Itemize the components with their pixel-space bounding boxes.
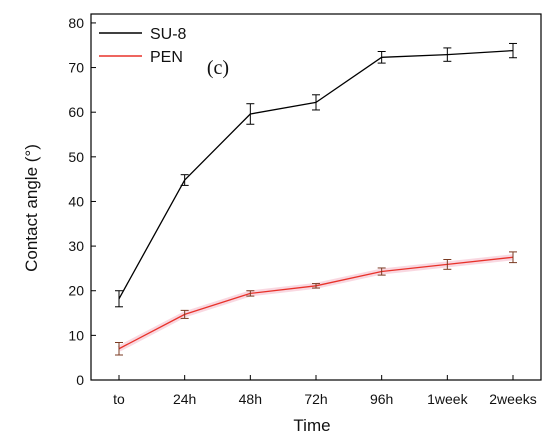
plot-frame	[90, 13, 542, 381]
y-axis-ticks: 0 10 20 30 40 50 60 70 80	[68, 15, 96, 388]
x-tick-label: 48h	[239, 391, 262, 407]
panel-label: (c)	[207, 57, 229, 79]
error-bar	[443, 258, 452, 270]
y-tick-label: 50	[68, 149, 84, 165]
x-tick-label: 72h	[304, 391, 327, 407]
error-bar	[377, 267, 386, 276]
legend-label: SU-8	[150, 26, 187, 43]
series-line	[118, 256, 514, 350]
legend: SU-8 PEN	[99, 26, 187, 66]
error-bar	[180, 309, 189, 319]
error-bar	[246, 290, 255, 297]
error-bar	[377, 50, 386, 64]
error-bar	[509, 42, 517, 59]
y-axis-title: Contact angle (°)	[22, 144, 41, 272]
y-tick-label: 30	[68, 238, 84, 254]
y-tick-label: 20	[68, 283, 84, 299]
y-tick-label: 10	[68, 327, 84, 343]
error-bar	[115, 342, 123, 356]
error-bar	[180, 174, 189, 186]
error-bar	[443, 47, 452, 62]
x-tick-label: 1week	[427, 391, 468, 407]
series-halo	[117, 254, 514, 352]
x-axis-ticks: to 24h 48h 72h 96h 1week 2weeks	[113, 375, 537, 407]
y-tick-label: 60	[68, 104, 84, 120]
legend-label: PEN	[150, 49, 183, 66]
series-layer	[115, 42, 517, 356]
error-bar	[246, 103, 255, 125]
error-bar	[115, 290, 123, 308]
x-tick-label: 96h	[370, 391, 393, 407]
x-axis-title: Time	[293, 416, 330, 435]
y-tick-label: 80	[68, 15, 84, 31]
error-bar	[312, 283, 320, 289]
y-tick-label: 70	[68, 60, 84, 76]
x-tick-label: 2weeks	[489, 391, 536, 407]
y-tick-label: 0	[76, 372, 84, 388]
error-bar	[312, 94, 320, 111]
error-bar	[509, 251, 517, 264]
x-tick-label: 24h	[173, 391, 196, 407]
y-tick-label: 40	[68, 193, 84, 209]
x-tick-label: to	[113, 391, 125, 407]
